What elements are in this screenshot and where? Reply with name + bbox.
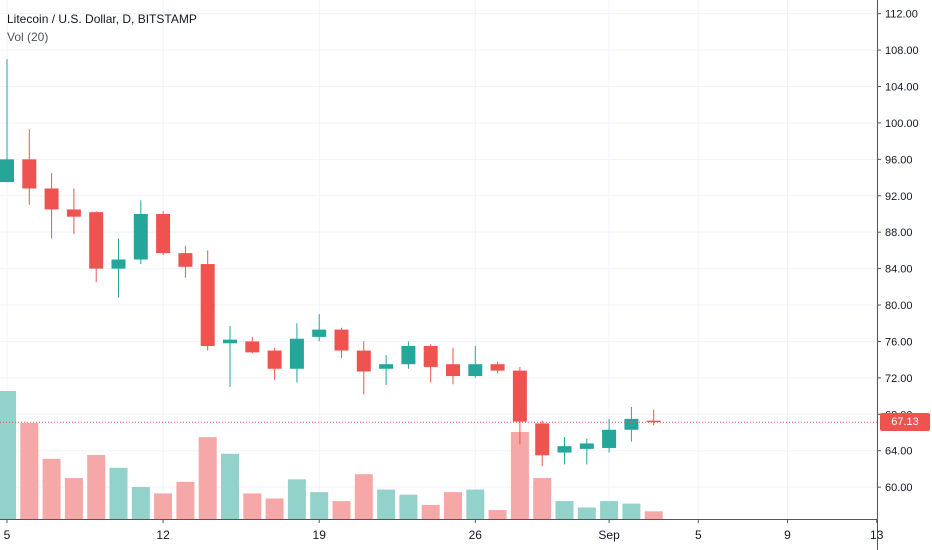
price-tick-label: 60.00 — [885, 482, 913, 494]
volume-bar — [399, 494, 418, 519]
candle-body[interactable] — [0, 159, 14, 183]
volume-bar — [488, 510, 507, 519]
candle-body[interactable] — [66, 209, 81, 217]
candle-body[interactable] — [356, 350, 371, 372]
volume-bar — [332, 501, 351, 519]
candle-body[interactable] — [22, 159, 37, 189]
price-tick-label: 64.00 — [885, 446, 913, 458]
volume-bar — [444, 492, 462, 519]
price-tick-label: 72.00 — [885, 373, 913, 385]
volume-bar — [510, 431, 529, 519]
volume-bar — [42, 458, 61, 519]
candle-body[interactable] — [312, 329, 327, 337]
volume-bar — [154, 493, 173, 519]
candle-body[interactable] — [44, 188, 59, 210]
time-tick-label: 5 — [695, 528, 702, 542]
time-tick-label: 9 — [784, 528, 791, 542]
volume-bar — [555, 501, 574, 519]
price-tick-label: 92.00 — [885, 191, 913, 203]
candle-body[interactable] — [423, 346, 438, 367]
candle-body[interactable] — [156, 213, 171, 254]
volume-bar — [265, 498, 284, 519]
price-tick-label: 80.00 — [885, 300, 913, 312]
volume-bar — [87, 455, 106, 519]
candle-body[interactable] — [111, 259, 126, 269]
candle-body[interactable] — [200, 264, 215, 346]
price-tick-label: 76.00 — [885, 336, 913, 348]
volume-bar — [198, 437, 217, 519]
candle-body[interactable] — [579, 443, 594, 449]
volume-bar — [176, 481, 195, 519]
volume-bar — [109, 467, 128, 519]
candle-body[interactable] — [133, 213, 148, 260]
candle-body[interactable] — [245, 341, 260, 353]
candle-body[interactable] — [646, 420, 661, 423]
volume-bar — [600, 501, 619, 519]
candle-body[interactable] — [178, 253, 193, 267]
volume-bar — [622, 503, 641, 519]
volume-bar — [20, 423, 39, 519]
symbol-title[interactable]: Litecoin / U.S. Dollar, D, BITSTAMP — [7, 12, 197, 26]
price-tick-label: 112.00 — [885, 9, 918, 21]
candle-body[interactable] — [557, 446, 572, 453]
volume-bar — [377, 489, 396, 519]
volume-indicator-label[interactable]: Vol (20) — [7, 30, 49, 44]
last-price-label: 67.13 — [880, 413, 930, 432]
price-tick-label: 108.00 — [885, 45, 919, 57]
volume-bar — [577, 507, 596, 519]
volume-bar — [243, 493, 262, 519]
volume-bar — [644, 511, 663, 519]
candle-body[interactable] — [602, 429, 617, 448]
price-tick-label: 104.00 — [885, 82, 919, 94]
candle-body[interactable] — [267, 350, 282, 369]
candle-body[interactable] — [289, 338, 304, 369]
candle-body[interactable] — [334, 329, 349, 351]
candle-body[interactable] — [535, 423, 550, 456]
volume-bar — [131, 487, 150, 519]
candle-body[interactable] — [89, 212, 104, 269]
candle-body[interactable] — [624, 418, 639, 430]
time-tick-label: 13 — [870, 528, 884, 542]
candle-body[interactable] — [468, 364, 483, 377]
price-tick-label: 96.00 — [885, 154, 913, 166]
time-tick-label: 26 — [469, 528, 483, 542]
volume-bar — [533, 478, 552, 519]
candle-body[interactable] — [401, 346, 416, 365]
price-tick-label: 84.00 — [885, 264, 913, 276]
volume-bar — [421, 504, 440, 519]
candle-body[interactable] — [490, 364, 505, 371]
volume-bar — [221, 453, 239, 519]
volume-bar — [64, 478, 83, 519]
candle-body[interactable] — [223, 339, 237, 344]
time-tick-label: 12 — [156, 528, 170, 542]
candle-body[interactable] — [512, 370, 527, 422]
chart-legend: Litecoin / U.S. Dollar, D, BITSTAMP Vol … — [7, 10, 197, 46]
price-tick-label: 88.00 — [885, 227, 913, 239]
candle-body[interactable] — [446, 364, 460, 377]
time-tick-label: 19 — [313, 528, 327, 542]
volume-bar — [287, 479, 306, 519]
price-tick-label: 100.00 — [885, 118, 919, 130]
time-tick-label: 5 — [4, 528, 11, 542]
volume-bar — [310, 492, 329, 519]
volume-bar — [466, 489, 485, 519]
volume-bar — [354, 474, 373, 519]
volume-bar — [0, 391, 16, 519]
time-tick-label: Sep — [598, 528, 620, 542]
candle-body[interactable] — [379, 364, 394, 369]
